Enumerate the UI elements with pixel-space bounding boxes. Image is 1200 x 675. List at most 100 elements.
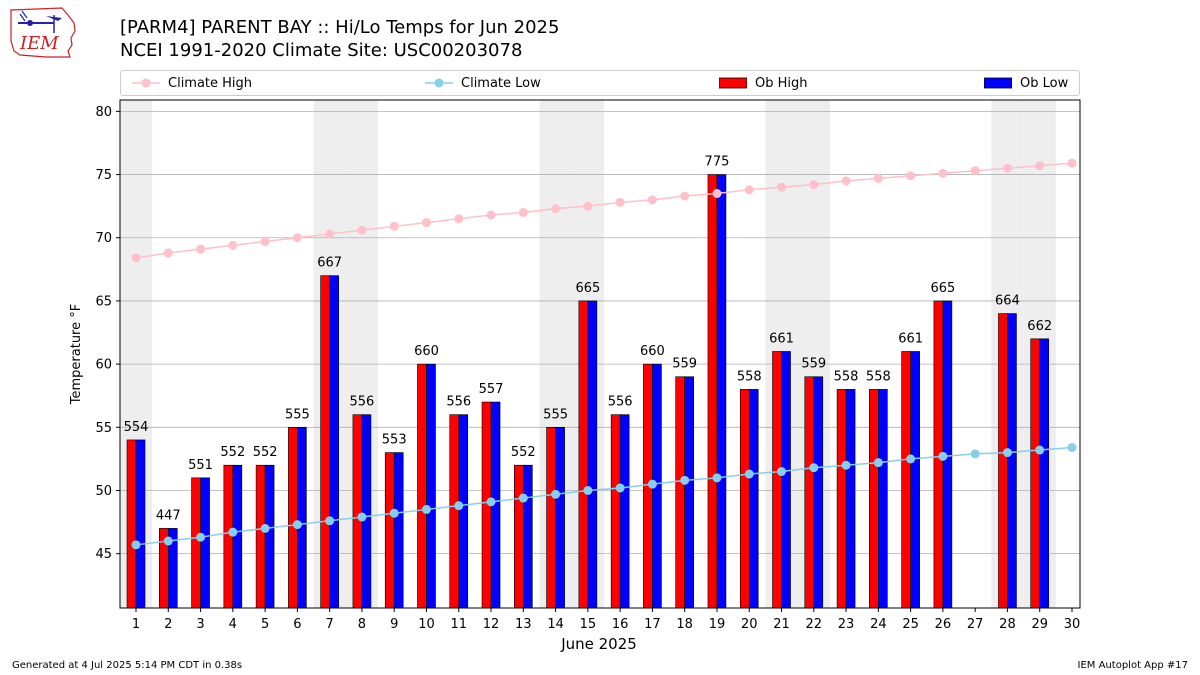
chart-subtitle: NCEI 1991-2020 Climate Site: USC00203078 xyxy=(120,40,523,61)
bar-ob-low-day-23 xyxy=(845,389,856,609)
x-tick-label-18: 18 xyxy=(676,617,693,632)
x-tick-label-26: 26 xyxy=(935,617,952,632)
climate-low-point-day-24 xyxy=(873,458,883,468)
bar-labels: 554 447 551 552 552 555 667 556 553 660 556 557 552 5… xyxy=(124,155,1053,524)
bar-ob-high-day-13 xyxy=(514,464,524,609)
climate-low-point-day-13 xyxy=(518,493,528,503)
climate-low-point-day-26 xyxy=(938,451,948,461)
y-tick-label-65: 65 xyxy=(95,294,112,309)
bar-ob-low-day-28 xyxy=(1007,313,1017,609)
legend-marker-climate-high xyxy=(132,78,160,88)
bar-ob-low-day-14 xyxy=(555,426,565,609)
bar-ob-low-day-8 xyxy=(361,414,372,609)
climate-high-point-day-20 xyxy=(744,185,754,195)
bar-ob-low-day-13 xyxy=(523,464,533,609)
bar-ob-low-day-24 xyxy=(878,389,888,609)
bar-label-day-10: 660 xyxy=(414,344,439,359)
legend-marker-ob-high xyxy=(719,77,747,89)
bar-ob-high-day-3 xyxy=(191,477,201,609)
x-tick-label-14: 14 xyxy=(547,617,564,632)
climate-high-point-day-2 xyxy=(163,248,173,258)
climate-low-point-day-8 xyxy=(357,512,367,522)
bar-ob-low-day-21 xyxy=(781,351,791,609)
bar-ob-high-day-28 xyxy=(998,313,1008,609)
climate-low-point-day-29 xyxy=(1035,445,1045,455)
footer-generated: Generated at 4 Jul 2025 5:14 PM CDT in 0… xyxy=(12,660,243,671)
climate-low-point-day-4 xyxy=(228,527,238,537)
climate-high-point-day-24 xyxy=(873,173,883,183)
bar-ob-high-day-21 xyxy=(772,351,782,609)
bar-label-day-1: 554 xyxy=(124,420,149,435)
climate-low-point-day-16 xyxy=(615,483,625,493)
climate-high-line xyxy=(135,162,1073,259)
climate-high-point-day-3 xyxy=(196,244,206,254)
bar-label-day-23: 558 xyxy=(834,369,859,384)
bar-label-day-7: 667 xyxy=(317,256,342,271)
climate-low-point-day-19 xyxy=(712,473,722,483)
bar-ob-high-day-5 xyxy=(255,464,266,609)
y-tick-label-75: 75 xyxy=(95,168,112,183)
climate-low-point-day-7 xyxy=(325,516,335,526)
bar-ob-high-day-11 xyxy=(449,414,460,609)
climate-high-point-day-13 xyxy=(518,207,528,217)
x-tick-label-7: 7 xyxy=(326,617,334,632)
bar-label-day-3: 551 xyxy=(188,458,213,473)
bar-label-day-2: 447 xyxy=(156,508,181,523)
legend-item-climate-high: Climate High xyxy=(132,71,252,95)
bar-label-day-22: 559 xyxy=(801,357,826,372)
bar-label-day-20: 558 xyxy=(737,369,762,384)
bar-label-day-18: 559 xyxy=(672,357,697,372)
grid-lines xyxy=(120,110,1080,555)
bar-label-day-13: 552 xyxy=(511,445,536,460)
bar-ob-low-day-22 xyxy=(813,376,824,609)
climate-low-line xyxy=(135,446,1073,546)
climate-low-point-day-11 xyxy=(454,501,464,511)
bar-ob-high-day-15 xyxy=(578,300,589,609)
x-axis-label: June 2025 xyxy=(560,635,637,653)
bar-ob-high-day-4 xyxy=(223,464,234,609)
bar-ob-low-day-3 xyxy=(200,477,210,609)
bar-ob-low-day-19 xyxy=(716,174,727,609)
bar-ob-high-day-8 xyxy=(352,414,363,609)
bar-label-day-24: 558 xyxy=(866,369,891,384)
y-axis-label: Temperature °F xyxy=(69,304,84,405)
legend-item-ob-high: Ob High xyxy=(719,71,808,95)
bar-ob-low-day-25 xyxy=(910,351,920,609)
y-tick-label-45: 45 xyxy=(95,547,112,562)
bar-ob-high-day-18 xyxy=(675,376,685,609)
bar-ob-low-day-11 xyxy=(458,414,469,609)
climate-low-point-day-30 xyxy=(1067,443,1077,453)
y-tick-label-70: 70 xyxy=(95,231,112,246)
bar-ob-high-day-14 xyxy=(546,426,556,609)
climate-high-point-day-12 xyxy=(486,210,496,220)
climate-high-point-day-6 xyxy=(292,233,302,243)
x-tick-label-1: 1 xyxy=(132,617,140,632)
legend-marker-ob-low xyxy=(984,77,1012,89)
bar-label-day-15: 665 xyxy=(575,281,600,296)
climate-high-point-day-14 xyxy=(551,204,561,214)
bar-label-day-26: 665 xyxy=(930,281,955,296)
climate-low-point-day-9 xyxy=(389,508,399,518)
bar-ob-low-day-16 xyxy=(619,414,630,609)
x-tick-label-6: 6 xyxy=(293,617,301,632)
chart-legend: Climate High Climate Low Ob High Ob Low xyxy=(120,70,1080,96)
x-tick-label-25: 25 xyxy=(902,617,919,632)
climate-high-point-day-1 xyxy=(131,253,141,263)
bar-ob-low-day-9 xyxy=(393,452,404,609)
legend-label-climate-high: Climate High xyxy=(168,75,253,91)
bar-ob-low-day-10 xyxy=(426,363,436,609)
climate-low-point-day-1 xyxy=(131,540,141,550)
bar-ob-high-day-7 xyxy=(320,275,330,609)
x-tick-label-20: 20 xyxy=(741,617,758,632)
bar-ob-low-day-20 xyxy=(748,389,759,609)
x-tick-label-27: 27 xyxy=(967,617,984,632)
x-tick-label-15: 15 xyxy=(580,617,597,632)
x-tick-label-5: 5 xyxy=(261,617,269,632)
bar-ob-high-day-6 xyxy=(288,426,298,609)
climate-low-point-day-23 xyxy=(841,460,851,470)
climate-low-point-day-12 xyxy=(486,497,496,507)
bar-ob-high-day-29 xyxy=(1030,338,1041,609)
bar-label-day-11: 556 xyxy=(446,395,471,410)
x-tick-label-28: 28 xyxy=(999,617,1016,632)
